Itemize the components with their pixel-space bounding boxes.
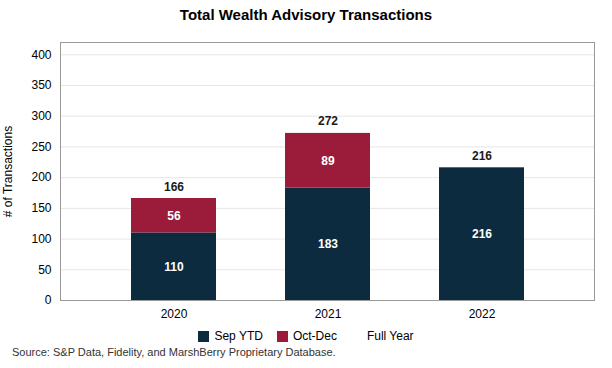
html-text:Sep YTD: Sep YTD [214,329,263,343]
svg-text:2021: 2021 [315,307,342,321]
html-text:Full Year: Full Year [366,329,414,343]
svg-text:350: 350 [31,78,51,92]
svg-text:216: 216 [472,227,492,241]
svg-text:110: 110 [164,260,184,274]
svg-text:400: 400 [31,48,51,62]
svg-text:250: 250 [31,140,51,154]
svg-text:2020: 2020 [161,307,188,321]
svg-text:56: 56 [167,209,181,223]
svg-text:# of Transactions: # of Transactions [1,126,15,217]
html-text:Oct-Dec: Oct-Dec [292,329,337,343]
html-text:Source: S&P Data, Fidelity, an: Source: S&P Data, Fidelity, and MarshBer… [12,346,336,358]
svg-text:200: 200 [31,170,51,184]
svg-text:150: 150 [31,201,51,215]
svg-text:2022: 2022 [469,307,496,321]
svg-text:0: 0 [45,293,52,307]
svg-text:272: 272 [318,114,338,128]
html-text:Total Wealth Advisory Transact: Total Wealth Advisory Transactions [179,6,433,23]
svg-text:89: 89 [321,154,335,168]
svg-text:183: 183 [318,237,338,251]
svg-text:100: 100 [31,232,51,246]
svg-text:50: 50 [38,263,52,277]
svg-text:216: 216 [472,149,492,163]
svg-text:166: 166 [164,180,184,194]
svg-text:300: 300 [31,109,51,123]
